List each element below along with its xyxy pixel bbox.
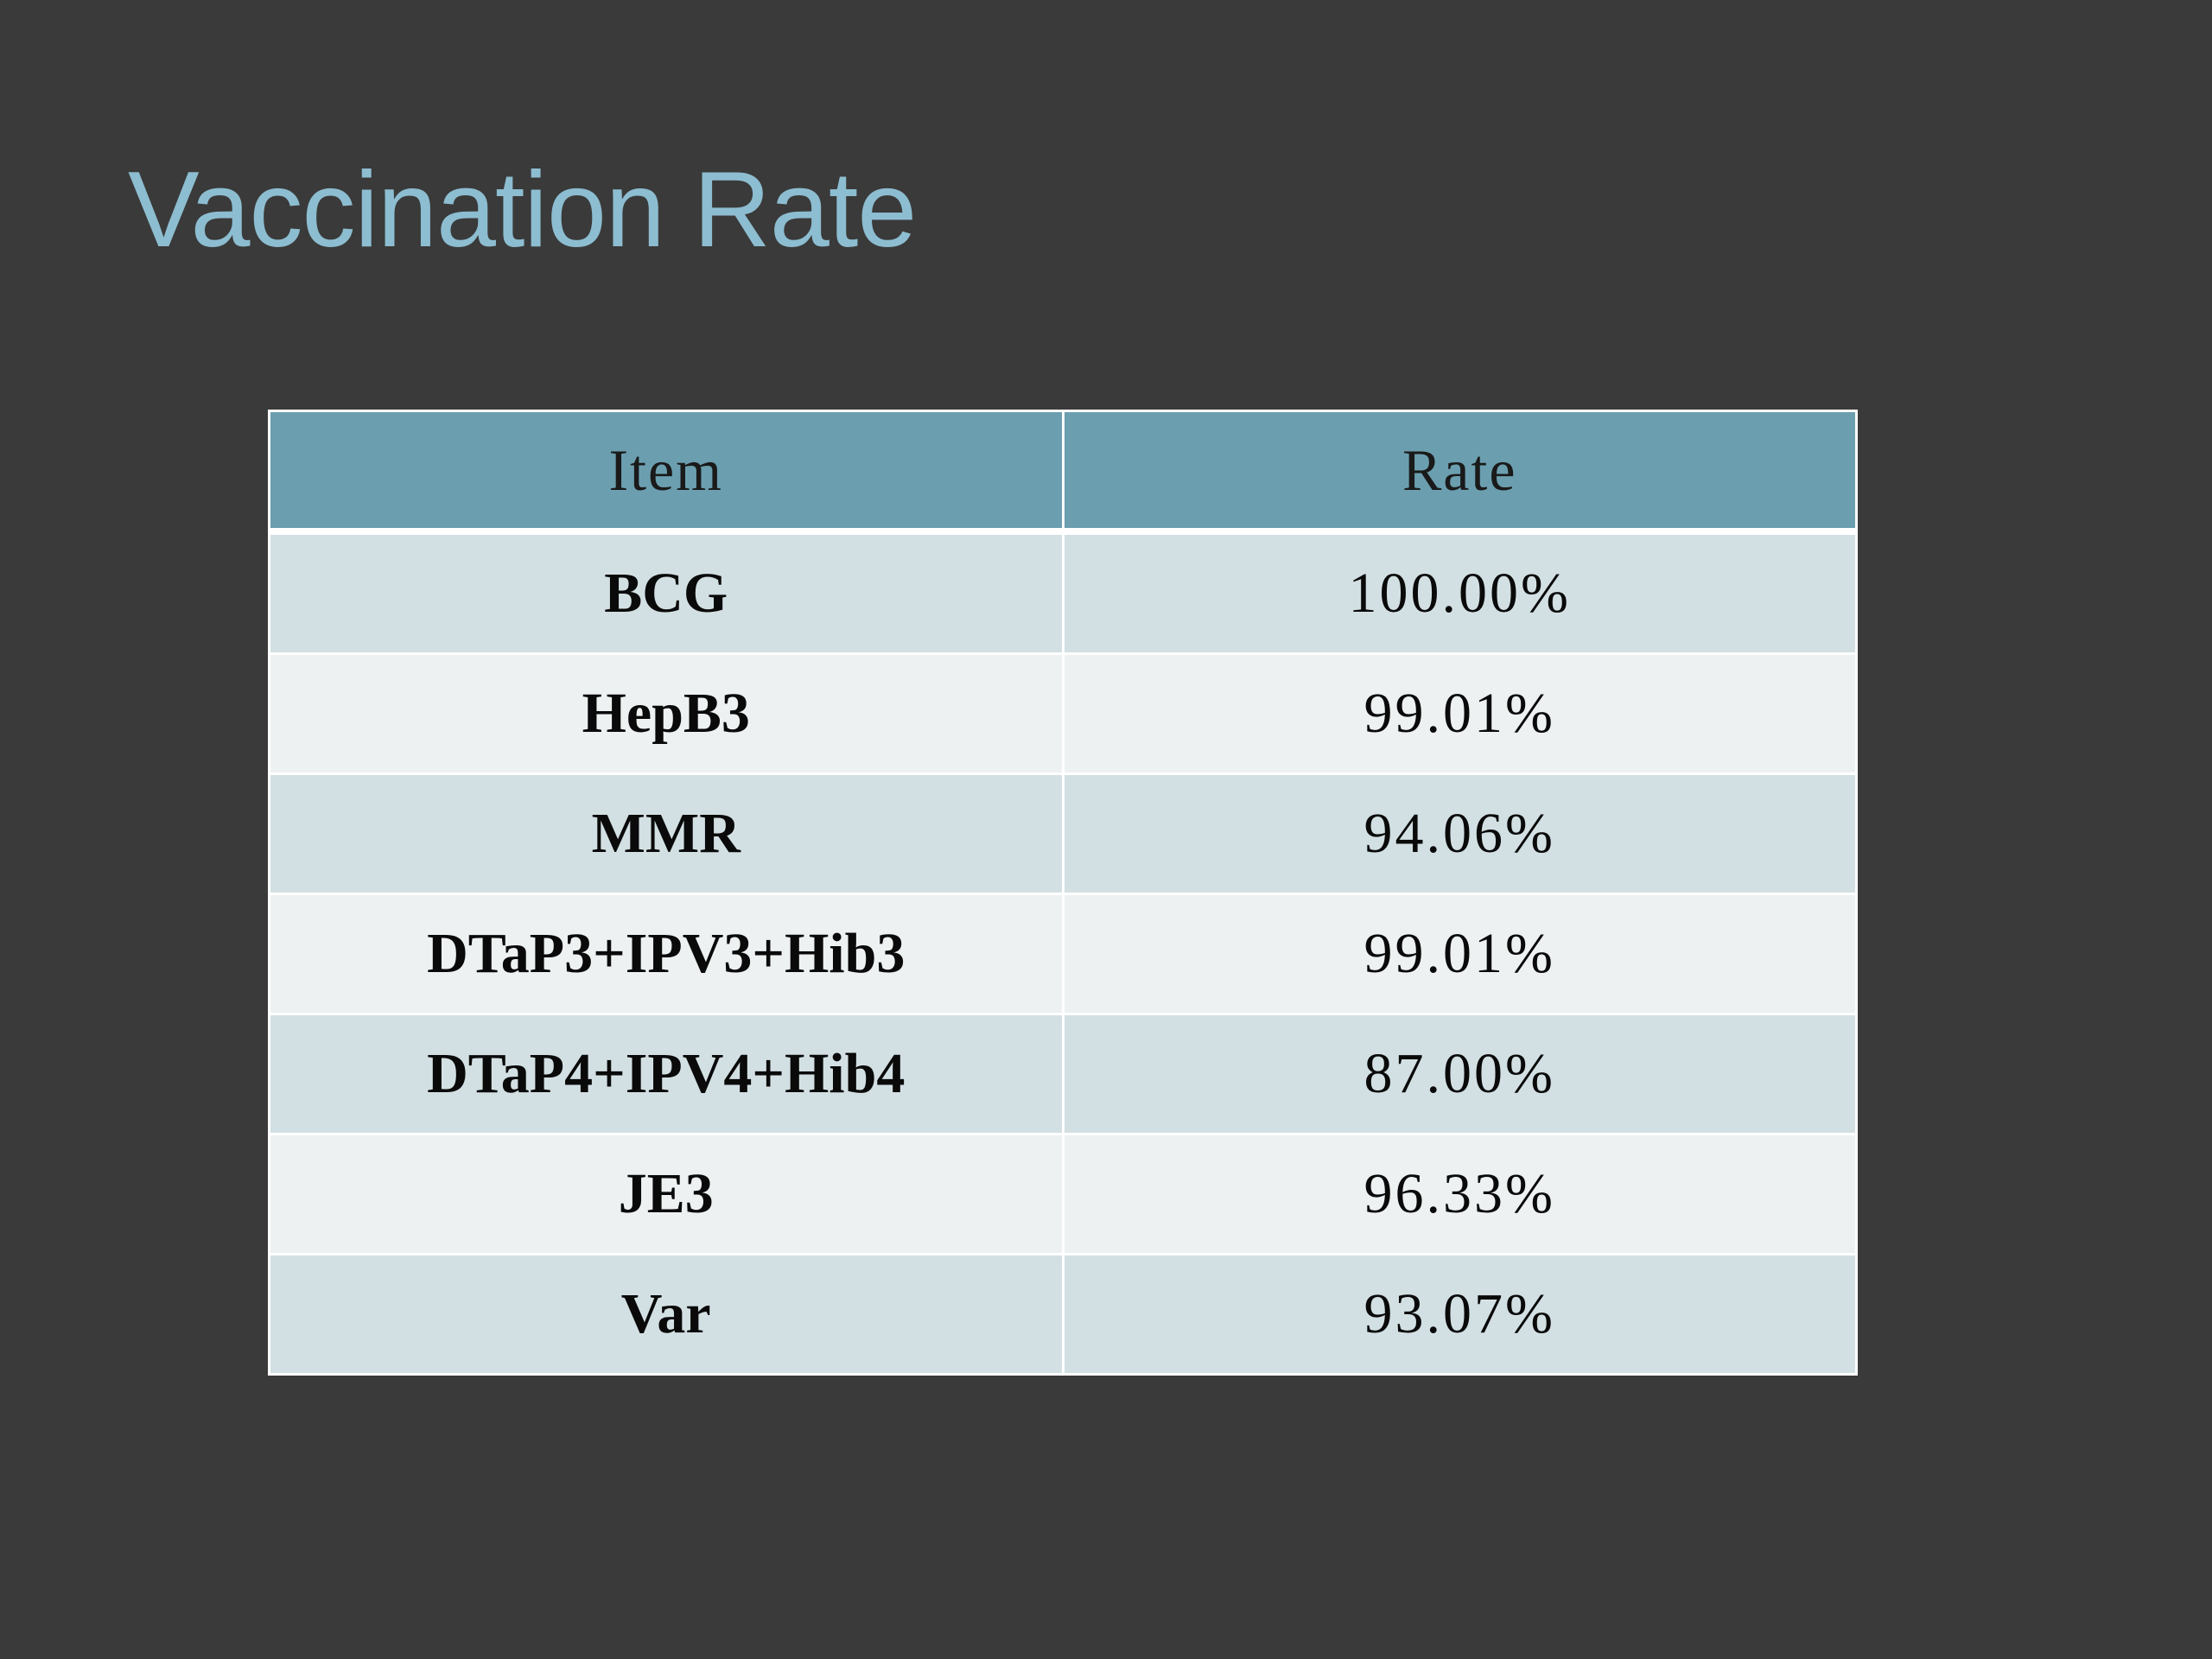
table-row: MMR 94.06% — [268, 772, 1858, 895]
rate-cell: 94.06% — [1061, 772, 1858, 895]
vaccination-rate-table: Item Rate BCG 100.00% HepB3 99.01% MMR 9… — [268, 410, 1858, 1376]
rate-cell: 99.01% — [1061, 893, 1858, 1015]
item-cell: DTaP3+IPV3+Hib3 — [268, 893, 1065, 1015]
table-row: Var 93.07% — [268, 1253, 1858, 1376]
item-cell: DTaP4+IPV4+Hib4 — [268, 1013, 1065, 1135]
table-row: HepB3 99.01% — [268, 652, 1858, 775]
table-row: DTaP3+IPV3+Hib3 99.01% — [268, 893, 1858, 1015]
header-item: Item — [268, 410, 1065, 535]
table-header-row: Item Rate — [268, 410, 1858, 535]
item-cell: HepB3 — [268, 652, 1065, 775]
rate-cell: 96.33% — [1061, 1133, 1858, 1255]
rate-cell: 100.00% — [1061, 530, 1858, 655]
rate-cell: 93.07% — [1061, 1253, 1858, 1376]
rate-cell: 99.01% — [1061, 652, 1858, 775]
vaccination-table-container: Item Rate BCG 100.00% HepB3 99.01% MMR 9… — [268, 410, 1858, 1376]
item-cell: Var — [268, 1253, 1065, 1376]
slide-title: Vaccination Rate — [128, 150, 917, 270]
table-row: JE3 96.33% — [268, 1133, 1858, 1255]
item-cell: BCG — [268, 530, 1065, 655]
item-cell: JE3 — [268, 1133, 1065, 1255]
rate-cell: 87.00% — [1061, 1013, 1858, 1135]
item-cell: MMR — [268, 772, 1065, 895]
table-row: DTaP4+IPV4+Hib4 87.00% — [268, 1013, 1858, 1135]
table-row: BCG 100.00% — [268, 530, 1858, 655]
header-rate: Rate — [1061, 410, 1858, 535]
